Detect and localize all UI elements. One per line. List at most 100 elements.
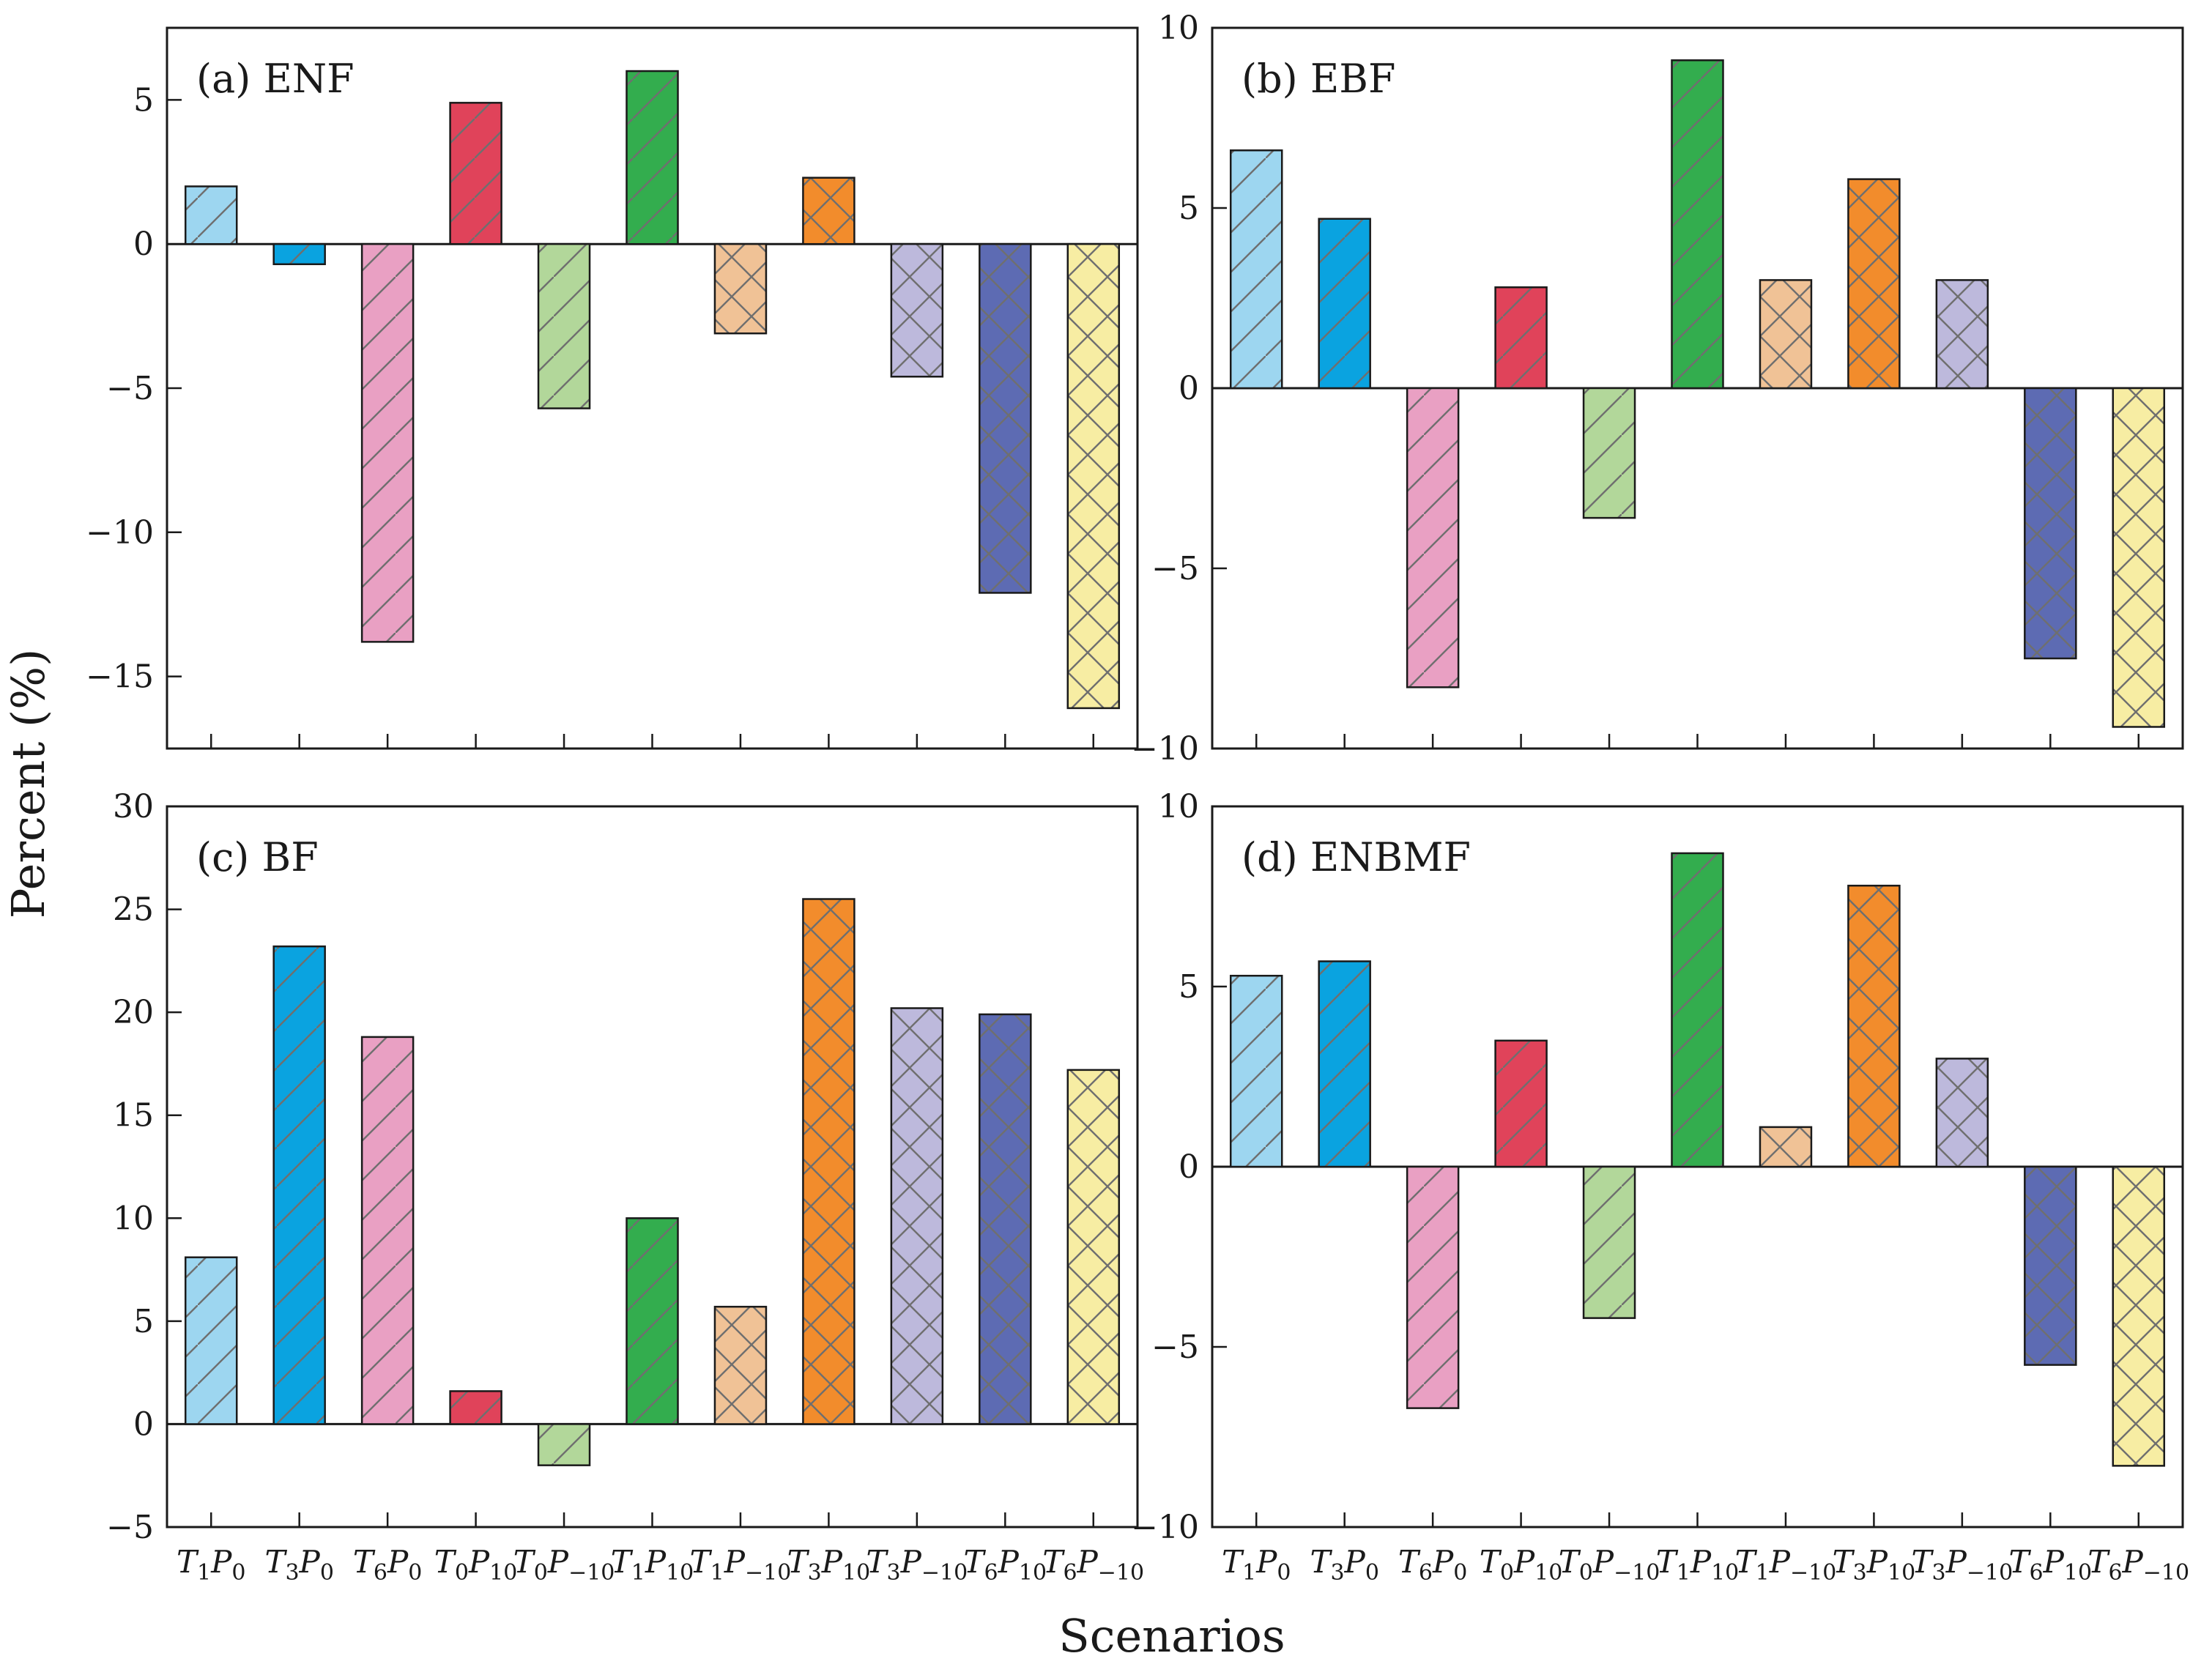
category-label: T1P10 bbox=[611, 1544, 694, 1586]
bar-t0p10 bbox=[449, 1390, 502, 1425]
bar-t6p10 bbox=[2024, 1165, 2077, 1366]
bar-t3p-10 bbox=[1935, 1058, 1989, 1168]
y-tick-label: −15 bbox=[86, 658, 154, 696]
category-label: T6P0 bbox=[1398, 1544, 1467, 1586]
bar-t1p0 bbox=[184, 1256, 238, 1425]
category-label: T1P0 bbox=[177, 1544, 245, 1586]
bar-t3p0 bbox=[272, 242, 326, 266]
y-tick-label: 25 bbox=[113, 891, 154, 929]
bar-t0p-10 bbox=[537, 242, 591, 409]
category-label: T6P0 bbox=[353, 1544, 422, 1586]
y-tick-label: 10 bbox=[1158, 10, 1199, 47]
y-tick-label: 5 bbox=[1179, 968, 1199, 1006]
panel-title: (b) EBF bbox=[1242, 56, 1395, 102]
panel-bf: 30 25 20 15 10 5 0 −5 (c) BF T1P0 T3P0 T6P0 T0P10T0P… bbox=[106, 788, 1144, 1586]
bar-t3p10 bbox=[802, 898, 856, 1425]
bar-t6p10 bbox=[2024, 387, 2077, 660]
bar-t1p-10 bbox=[1759, 279, 1813, 390]
bar-t1p10 bbox=[626, 70, 679, 245]
bar-t1p0 bbox=[184, 185, 238, 245]
y-tick-label: 0 bbox=[133, 226, 154, 263]
y-tick-label: 30 bbox=[113, 788, 154, 825]
category-label: T0P10 bbox=[1480, 1544, 1563, 1586]
bar-t1p10 bbox=[626, 1217, 679, 1425]
y-tick-label: 10 bbox=[1158, 788, 1199, 825]
bar-t1p-10 bbox=[1759, 1126, 1813, 1168]
bar-t1p-10 bbox=[713, 1305, 768, 1425]
bar-t1p10 bbox=[1671, 59, 1724, 390]
y-tick-label: 15 bbox=[113, 1097, 154, 1134]
y-tick-label: 0 bbox=[133, 1405, 154, 1443]
panel-enf: 5 0 −5 −10 −15 (a) ENF bbox=[86, 26, 1139, 750]
bar-t6p0 bbox=[360, 242, 415, 643]
bar-t6p0 bbox=[1406, 1165, 1460, 1409]
bar-t0p10 bbox=[1494, 1039, 1548, 1168]
bar-t1p0 bbox=[1229, 974, 1283, 1168]
category-label: T3P10 bbox=[1833, 1544, 1916, 1586]
category-label: T1P−10 bbox=[1735, 1544, 1837, 1586]
category-label: T6P10 bbox=[2009, 1544, 2093, 1586]
bar-t0p-10 bbox=[1582, 387, 1636, 519]
panel-enbmf: 10 5 0 −5 −10 (d) ENBMF T1P0 T3P0 T6P0 T0P10T0P−1… bbox=[1131, 788, 2189, 1586]
y-tick-label: 10 bbox=[113, 1200, 154, 1237]
bar-t3p-10 bbox=[1935, 279, 1989, 390]
category-label: T0P−10 bbox=[513, 1544, 615, 1586]
bar-t1p10 bbox=[1671, 852, 1724, 1168]
bar-t0p10 bbox=[449, 102, 502, 245]
category-label: T6P−10 bbox=[2087, 1544, 2189, 1586]
bar-t3p-10 bbox=[890, 242, 944, 378]
bar-t0p-10 bbox=[537, 1423, 591, 1466]
category-label: T1P10 bbox=[1656, 1544, 1740, 1586]
y-tick-label: 0 bbox=[1179, 1148, 1199, 1186]
category-label: T1P0 bbox=[1222, 1544, 1291, 1586]
x-axis-title: Scenarios bbox=[1058, 1609, 1285, 1663]
bar-t6p-10 bbox=[1066, 1069, 1121, 1425]
bar-t6p0 bbox=[1406, 387, 1460, 688]
y-tick-label: 5 bbox=[133, 1303, 154, 1340]
category-label: T0P−10 bbox=[1559, 1544, 1660, 1586]
category-label: T1P−10 bbox=[690, 1544, 792, 1586]
y-tick-label: 0 bbox=[1179, 370, 1199, 407]
bar-t3p0 bbox=[1318, 960, 1371, 1168]
category-label: T3P0 bbox=[264, 1544, 333, 1586]
category-label: T6P10 bbox=[964, 1544, 1047, 1586]
bar-t6p-10 bbox=[2112, 1165, 2166, 1467]
bar-t6p10 bbox=[979, 242, 1032, 594]
y-tick-label: −5 bbox=[106, 370, 154, 407]
bar-t3p-10 bbox=[890, 1007, 944, 1425]
bar-t3p10 bbox=[1847, 884, 1901, 1168]
bar-t3p10 bbox=[802, 177, 856, 245]
bar-t0p-10 bbox=[1582, 1165, 1636, 1319]
bar-t6p10 bbox=[979, 1013, 1032, 1425]
bar-t6p-10 bbox=[2112, 387, 2166, 728]
y-axis-title: Percent (%) bbox=[1, 649, 55, 919]
bar-t1p-10 bbox=[713, 242, 768, 335]
chart-panels: 5 0 −5 −10 −15 (a) ENF 10 5 0 −5 −10 (b) EBF 30 25 20 1… bbox=[86, 10, 2189, 1586]
category-label: T6P−10 bbox=[1042, 1544, 1144, 1586]
bar-t6p0 bbox=[360, 1036, 415, 1425]
category-label: T3P−10 bbox=[866, 1544, 968, 1586]
panel-title: (c) BF bbox=[196, 834, 319, 880]
bar-t6p-10 bbox=[1066, 242, 1121, 710]
category-label: T0P10 bbox=[434, 1544, 518, 1586]
panel-title: (d) ENBMF bbox=[1242, 834, 1471, 880]
bar-t0p10 bbox=[1494, 286, 1548, 390]
category-label: T3P0 bbox=[1310, 1544, 1378, 1586]
y-tick-label: −5 bbox=[1151, 1329, 1199, 1366]
y-tick-label: 5 bbox=[133, 81, 154, 119]
y-tick-label: −5 bbox=[1151, 550, 1199, 587]
y-tick-label: −10 bbox=[1131, 730, 1199, 768]
bar-t3p10 bbox=[1847, 178, 1901, 390]
bar-t3p0 bbox=[1318, 218, 1371, 390]
category-label: T3P10 bbox=[787, 1544, 871, 1586]
y-tick-label: 20 bbox=[113, 994, 154, 1031]
bar-t3p0 bbox=[272, 945, 326, 1425]
y-tick-label: 5 bbox=[1179, 190, 1199, 227]
category-label: T3P−10 bbox=[1912, 1544, 2014, 1586]
panel-ebf: 10 5 0 −5 −10 (b) EBF bbox=[1131, 10, 2184, 768]
y-tick-label: −5 bbox=[106, 1509, 154, 1546]
bar-t1p0 bbox=[1229, 149, 1283, 390]
y-tick-label: −10 bbox=[86, 514, 154, 551]
panel-title: (a) ENF bbox=[196, 56, 355, 102]
